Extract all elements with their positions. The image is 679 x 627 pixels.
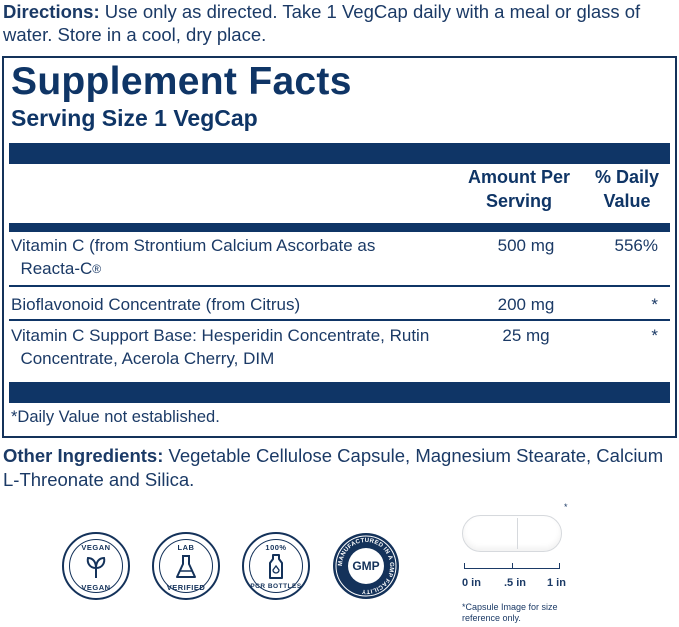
supplement-facts-panel: Supplement Facts Serving Size 1 VegCap A… <box>2 56 677 438</box>
scale-label-1: 1 in <box>547 577 566 589</box>
row-divider <box>9 285 670 287</box>
scale-tick <box>559 563 560 569</box>
other-ingredients-text: Vegetable Cellulose Capsule, Magnesium S… <box>3 445 664 490</box>
gmp-facility-badge: MANUFACTURED IN A GMP FACILITY GMP <box>333 533 399 599</box>
divider-bar-top <box>9 143 670 164</box>
directions: Directions: Use only as directed. Take 1… <box>3 0 677 46</box>
nutrient-amount: 500 mg <box>497 236 555 255</box>
serving-size: Serving Size 1 VegCap <box>11 105 258 131</box>
registered-mark: ® <box>92 262 102 276</box>
nutrient-daily-value: 556% <box>614 236 658 255</box>
scale-label-half: .5 in <box>504 577 527 589</box>
vegan-badge: VEGAN VEGAN <box>62 532 130 600</box>
nutrient-name: Vitamin C (from Strontium Calcium Ascorb… <box>11 236 376 278</box>
nutrient-name: Bioflavonoid Concentrate (from Citrus) <box>11 295 301 314</box>
scale-tick <box>464 563 465 569</box>
scale-label-0: 0 in <box>462 577 481 589</box>
directions-label: Directions: <box>3 1 100 22</box>
nutrient-amount: 200 mg <box>497 295 555 314</box>
capsule-image <box>462 515 562 552</box>
scale-tick <box>512 563 513 569</box>
nutrient-name: Vitamin C Support Base: Hesperidin Conce… <box>11 326 430 368</box>
directions-text: Use only as directed. Take 1 VegCap dail… <box>3 1 641 45</box>
facts-title: Supplement Facts <box>11 60 352 103</box>
capsule-asterisk: * <box>564 502 568 512</box>
pcr-bottles-badge: 100% PCR BOTTLES <box>242 532 310 600</box>
flask-icon <box>176 555 196 578</box>
amount-per-serving-header: Amount Per Serving <box>467 167 570 211</box>
gmp-label: GMP <box>352 559 379 573</box>
divider-bar-bottom <box>9 382 670 403</box>
leaf-icon <box>86 556 106 578</box>
capsule-note: *Capsule Image for size reference only. <box>462 602 558 623</box>
other-ingredients-label: Other Ingredients: <box>3 445 164 466</box>
nutrient-amount: 25 mg <box>502 326 550 345</box>
nutrient-daily-value: * <box>651 295 658 314</box>
row-divider <box>9 319 670 321</box>
nutrient-daily-value: * <box>651 326 658 345</box>
other-ingredients: Other Ingredients: Vegetable Cellulose C… <box>3 444 677 492</box>
divider-bar-middle <box>9 223 670 232</box>
lab-verified-badge: LAB VERIFIED <box>152 532 220 600</box>
daily-value-header: % Daily Value <box>594 167 660 211</box>
bottle-icon <box>269 554 283 579</box>
facts-footnote: *Daily Value not established. <box>11 408 220 426</box>
